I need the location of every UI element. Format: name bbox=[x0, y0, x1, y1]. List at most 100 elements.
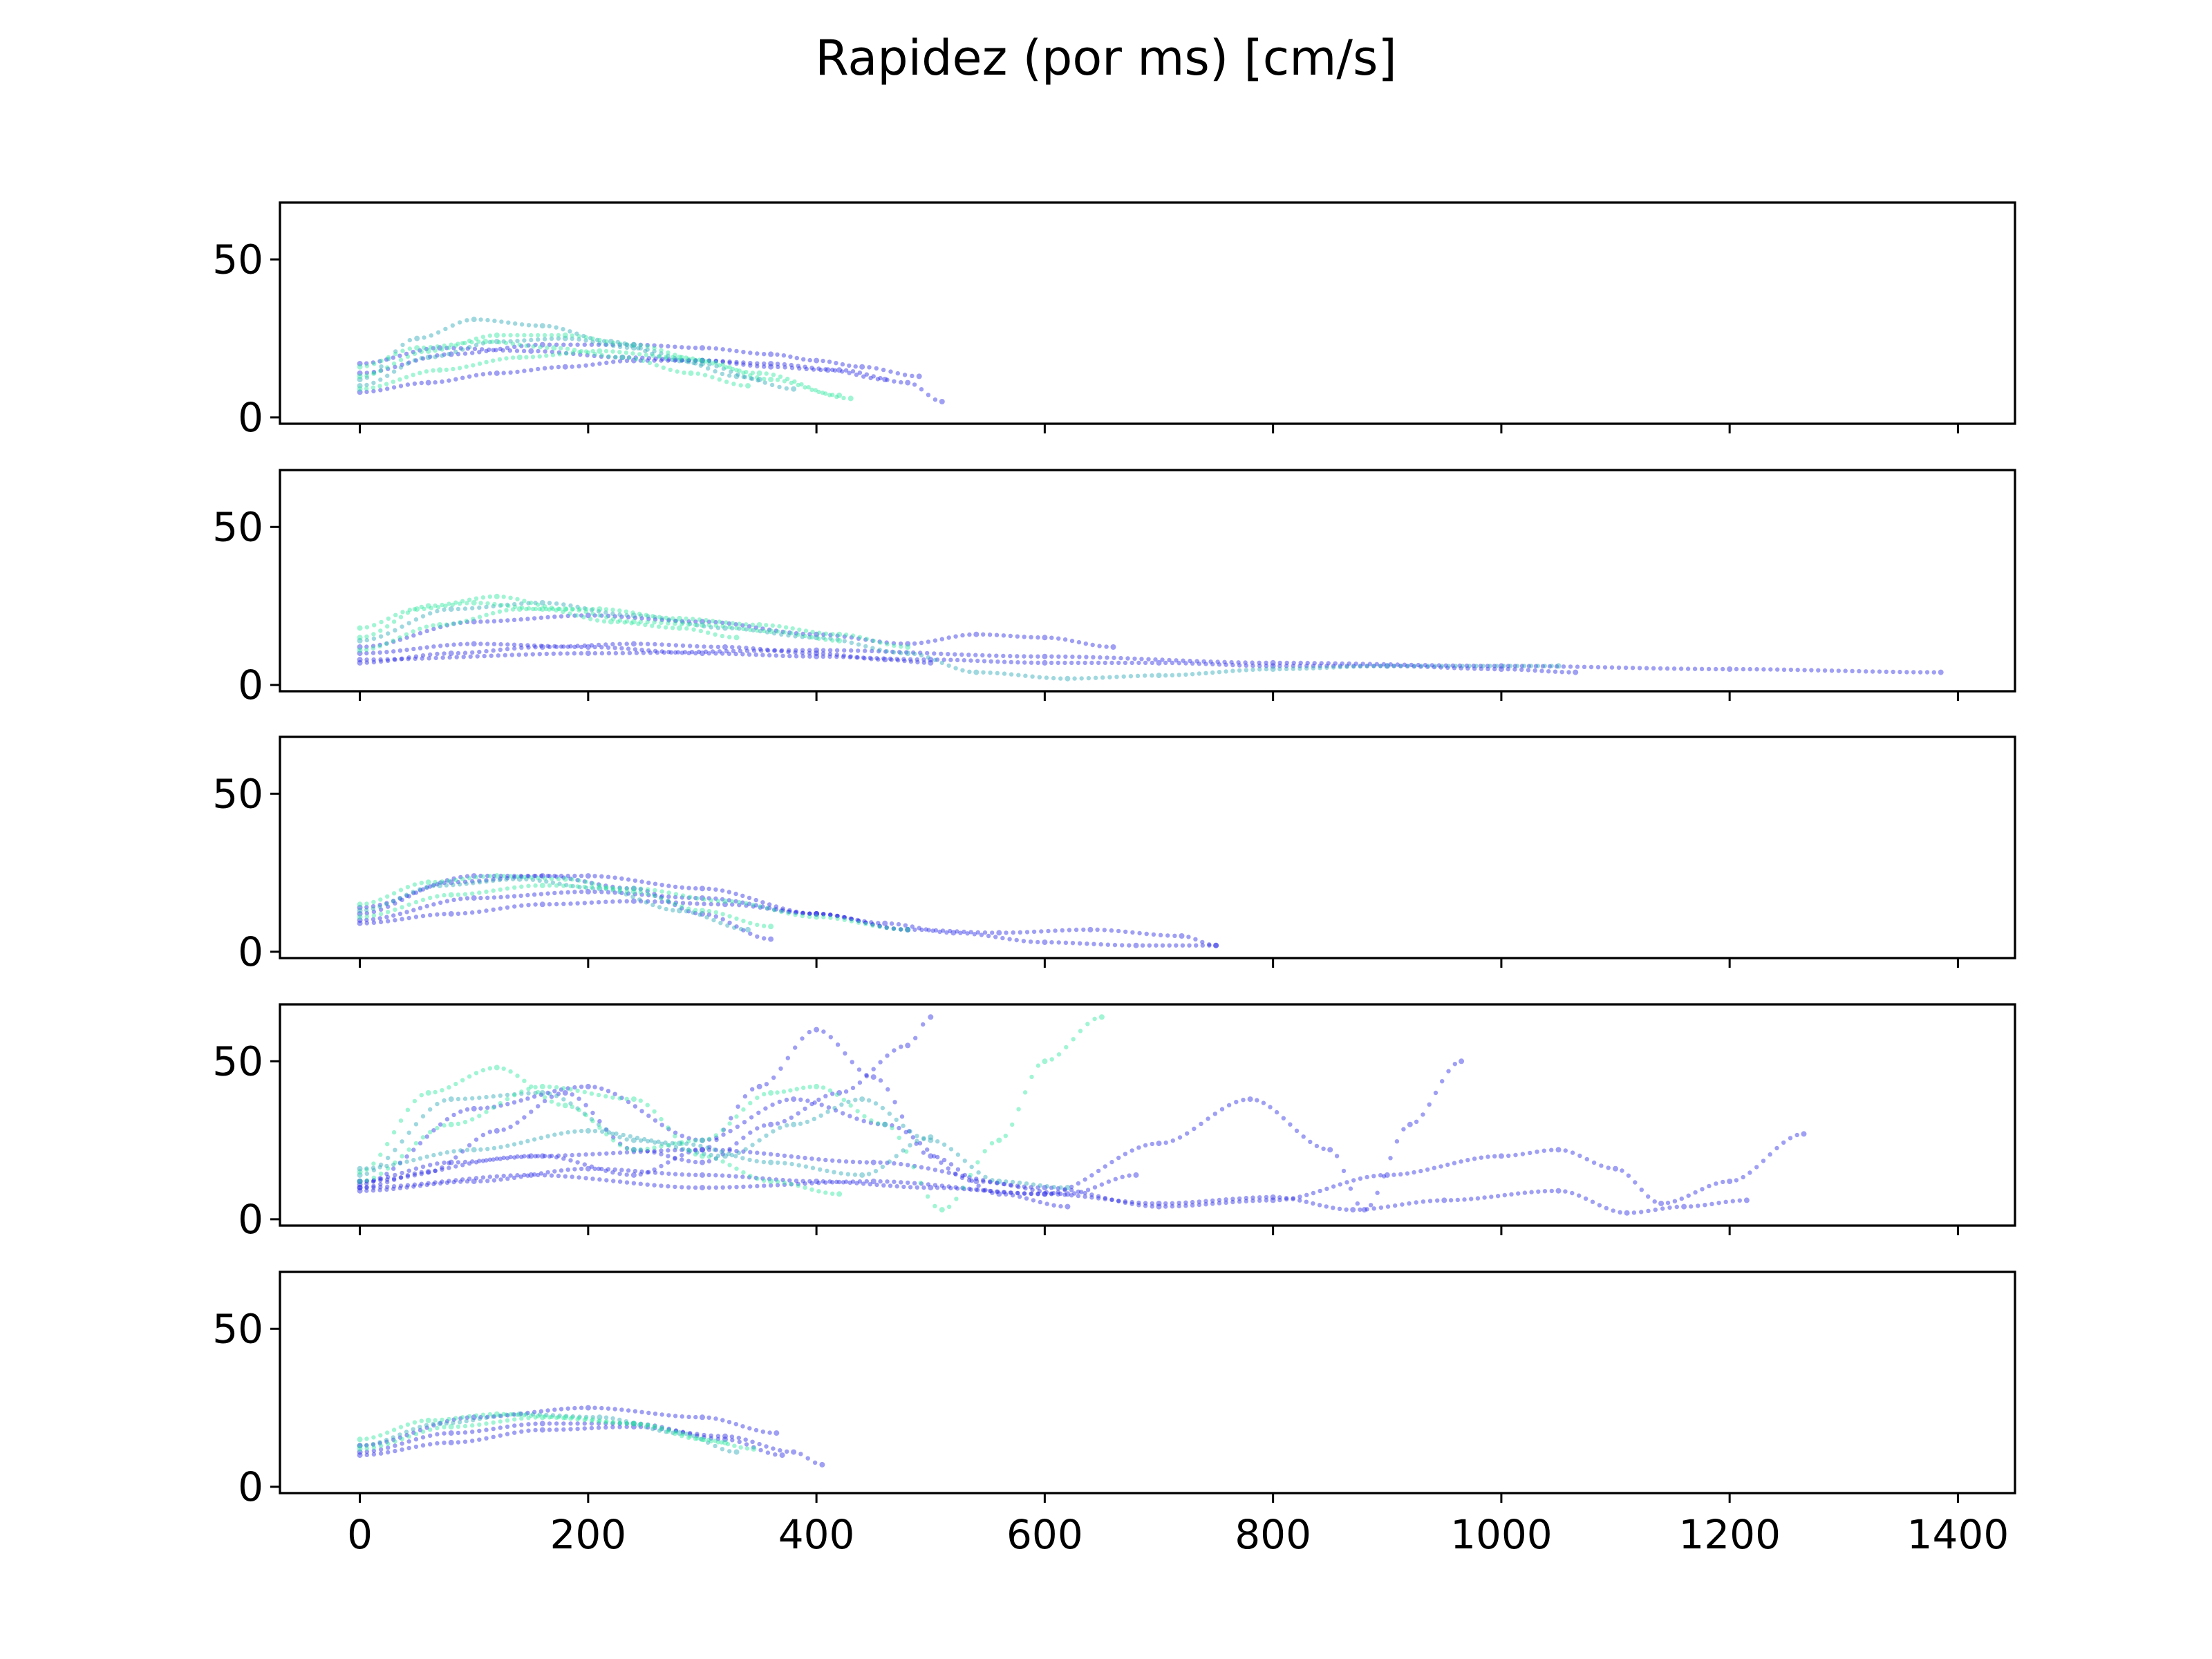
data-point bbox=[542, 876, 547, 881]
data-point bbox=[768, 377, 774, 382]
data-point bbox=[946, 1170, 951, 1175]
data-point bbox=[1398, 1172, 1403, 1177]
data-point bbox=[1427, 1102, 1432, 1107]
data-point bbox=[1069, 1184, 1074, 1190]
data-point bbox=[919, 1165, 924, 1170]
data-point bbox=[610, 1421, 615, 1426]
data-point bbox=[755, 1177, 760, 1181]
data-point bbox=[559, 1087, 564, 1092]
data-point bbox=[982, 1188, 987, 1193]
data-point bbox=[645, 889, 650, 894]
data-point bbox=[599, 645, 604, 650]
data-point bbox=[915, 659, 920, 665]
data-point bbox=[418, 906, 423, 910]
data-point bbox=[854, 1181, 859, 1185]
data-point bbox=[1014, 937, 1019, 943]
data-point bbox=[378, 1185, 383, 1190]
data-point bbox=[715, 1440, 721, 1445]
data-point bbox=[827, 654, 832, 659]
data-point bbox=[1174, 943, 1179, 948]
data-point bbox=[575, 604, 580, 610]
data-point bbox=[664, 1430, 668, 1434]
data-point bbox=[814, 1083, 820, 1089]
data-point bbox=[776, 364, 780, 370]
data-point bbox=[673, 621, 677, 626]
data-point bbox=[883, 649, 888, 654]
data-point bbox=[470, 879, 475, 884]
data-point bbox=[740, 893, 745, 899]
x-tick-label: 400 bbox=[778, 1511, 855, 1558]
data-point bbox=[645, 891, 650, 897]
data-point bbox=[916, 373, 922, 379]
data-point bbox=[996, 1191, 1002, 1197]
data-point bbox=[624, 350, 629, 355]
data-point bbox=[1400, 1202, 1405, 1207]
data-point bbox=[747, 624, 752, 629]
data-point bbox=[411, 1427, 415, 1432]
data-point bbox=[796, 382, 800, 388]
data-point bbox=[878, 640, 883, 645]
data-point bbox=[821, 915, 826, 920]
data-point bbox=[939, 1160, 944, 1165]
data-point bbox=[1730, 1199, 1735, 1203]
data-point bbox=[630, 351, 635, 356]
data-point bbox=[659, 351, 664, 356]
data-point bbox=[420, 1443, 426, 1448]
data-point bbox=[653, 881, 658, 886]
data-point bbox=[774, 653, 779, 658]
data-point bbox=[438, 644, 443, 648]
data-point bbox=[830, 1091, 835, 1096]
data-point bbox=[869, 1118, 874, 1123]
data-point bbox=[1870, 669, 1875, 674]
data-point bbox=[411, 1184, 416, 1189]
data-point bbox=[512, 646, 517, 651]
data-point bbox=[1884, 669, 1888, 674]
data-point bbox=[1103, 1197, 1108, 1201]
data-point bbox=[848, 916, 853, 921]
data-point bbox=[878, 375, 883, 381]
data-point bbox=[1658, 1201, 1665, 1206]
data-point bbox=[724, 365, 729, 370]
data-point bbox=[443, 326, 448, 332]
y-tick-label: 0 bbox=[238, 928, 263, 975]
data-point bbox=[702, 644, 706, 649]
data-point bbox=[451, 1179, 456, 1185]
data-point bbox=[836, 1159, 842, 1163]
data-point bbox=[494, 1156, 499, 1161]
data-point bbox=[782, 1161, 787, 1165]
data-point bbox=[827, 912, 833, 917]
data-point bbox=[673, 357, 678, 362]
data-point bbox=[1190, 661, 1195, 666]
data-point bbox=[638, 346, 643, 351]
data-point bbox=[433, 380, 438, 385]
data-point bbox=[1351, 664, 1356, 668]
data-point bbox=[679, 1185, 684, 1190]
data-point bbox=[425, 1090, 431, 1096]
data-point bbox=[841, 653, 847, 658]
data-point bbox=[785, 1449, 789, 1454]
data-point bbox=[1393, 1203, 1398, 1208]
data-point bbox=[750, 1143, 755, 1147]
data-point bbox=[1177, 1135, 1183, 1140]
data-point bbox=[1244, 1195, 1249, 1201]
data-point bbox=[1179, 933, 1185, 939]
data-point bbox=[589, 1091, 594, 1096]
data-point bbox=[1113, 1177, 1118, 1182]
data-point bbox=[518, 873, 523, 879]
data-point bbox=[728, 1129, 733, 1134]
data-point bbox=[547, 883, 552, 888]
data-point bbox=[545, 1170, 550, 1175]
data-point bbox=[572, 1085, 577, 1090]
data-point bbox=[786, 649, 791, 655]
data-point bbox=[611, 1420, 616, 1425]
data-point bbox=[624, 1421, 629, 1426]
data-point bbox=[440, 879, 444, 884]
data-point bbox=[630, 610, 635, 615]
data-point bbox=[542, 1095, 547, 1100]
data-point bbox=[440, 347, 444, 352]
data-point bbox=[638, 619, 643, 624]
data-point bbox=[765, 1450, 771, 1455]
data-point bbox=[758, 646, 763, 652]
data-point bbox=[1284, 666, 1289, 671]
data-point bbox=[704, 915, 709, 920]
